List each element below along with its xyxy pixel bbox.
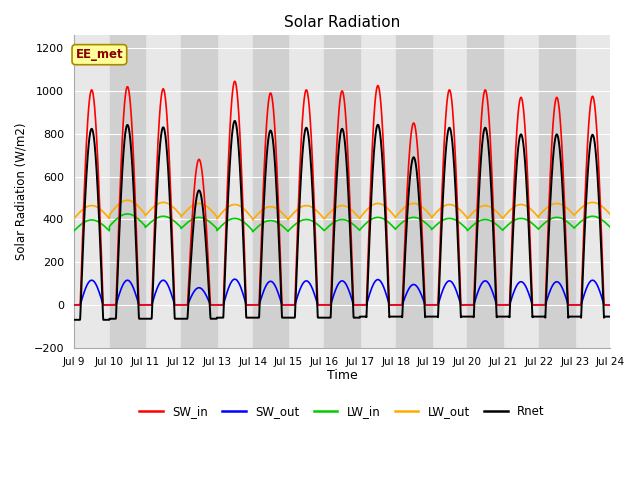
Bar [396,36,431,348]
Text: EE_met: EE_met [76,48,123,61]
Y-axis label: Solar Radiation (W/m2): Solar Radiation (W/m2) [15,123,28,260]
Bar [253,36,289,348]
Bar [539,36,575,348]
X-axis label: Time: Time [327,370,358,383]
Bar [324,36,360,348]
Bar [467,36,503,348]
Title: Solar Radiation: Solar Radiation [284,15,400,30]
Legend: SW_in, SW_out, LW_in, LW_out, Rnet: SW_in, SW_out, LW_in, LW_out, Rnet [134,400,550,423]
Bar [109,36,145,348]
Bar [181,36,217,348]
